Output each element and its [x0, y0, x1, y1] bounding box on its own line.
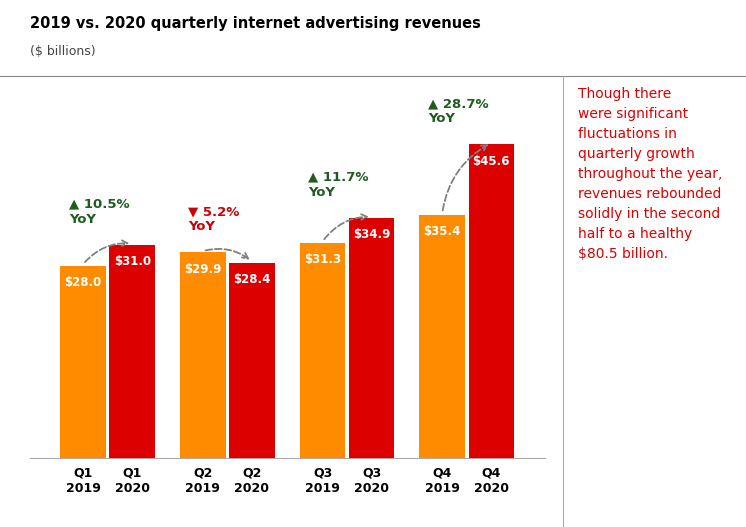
Bar [300, 243, 345, 458]
Bar [468, 144, 514, 458]
Text: $31.0: $31.0 [113, 255, 151, 268]
Text: $28.4: $28.4 [233, 273, 271, 286]
Bar [110, 245, 155, 458]
Text: $45.6: $45.6 [472, 154, 510, 168]
Text: ▲ 10.5%
YoY: ▲ 10.5% YoY [69, 198, 129, 226]
Bar [419, 214, 465, 458]
Text: $35.4: $35.4 [424, 225, 461, 238]
Bar [349, 218, 395, 458]
Text: $34.9: $34.9 [353, 228, 390, 241]
Text: ▼ 5.2%
YoY: ▼ 5.2% YoY [189, 205, 239, 233]
Text: $31.3: $31.3 [304, 253, 341, 266]
Text: ▲ 28.7%
YoY: ▲ 28.7% YoY [428, 97, 489, 125]
Text: $28.0: $28.0 [64, 276, 101, 289]
Bar [229, 263, 275, 458]
Bar [180, 252, 225, 458]
Text: ($ billions): ($ billions) [30, 45, 95, 58]
Text: ▲ 11.7%
YoY: ▲ 11.7% YoY [308, 171, 369, 199]
Text: $29.9: $29.9 [184, 263, 222, 276]
Text: Though there
were significant
fluctuations in
quarterly growth
throughout the ye: Though there were significant fluctuatio… [578, 87, 723, 261]
Bar [60, 266, 106, 458]
Text: 2019 vs. 2020 quarterly internet advertising revenues: 2019 vs. 2020 quarterly internet adverti… [30, 16, 480, 31]
